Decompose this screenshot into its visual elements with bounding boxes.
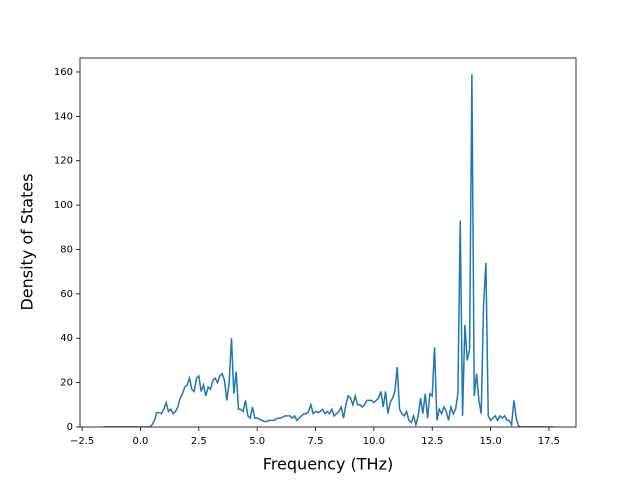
y-tick-label: 120	[54, 156, 73, 167]
y-tick-label: 80	[60, 244, 73, 255]
y-tick-label: 20	[60, 378, 73, 389]
x-tick-label: 2.5	[191, 436, 207, 447]
y-tick-label: 0	[67, 422, 73, 433]
y-tick-label: 100	[54, 200, 73, 211]
dos-line	[103, 74, 554, 427]
y-axis-label: Density of States	[18, 173, 37, 310]
y-tick-label: 140	[54, 111, 73, 122]
x-tick-label: 17.5	[538, 436, 560, 447]
x-tick-label: −2.5	[70, 436, 94, 447]
x-tick-label: 12.5	[421, 436, 443, 447]
x-tick-label: 7.5	[308, 436, 324, 447]
x-tick-label: 15.0	[479, 436, 501, 447]
y-tick-label: 60	[60, 289, 73, 300]
x-axis-label: Frequency (THz)	[263, 455, 393, 474]
y-tick-label: 160	[54, 67, 73, 78]
x-tick-label: 0.0	[133, 436, 149, 447]
y-tick-label: 40	[60, 333, 73, 344]
x-tick-label: 10.0	[363, 436, 385, 447]
x-tick-label: 5.0	[249, 436, 265, 447]
plot-frame	[79, 57, 577, 428]
